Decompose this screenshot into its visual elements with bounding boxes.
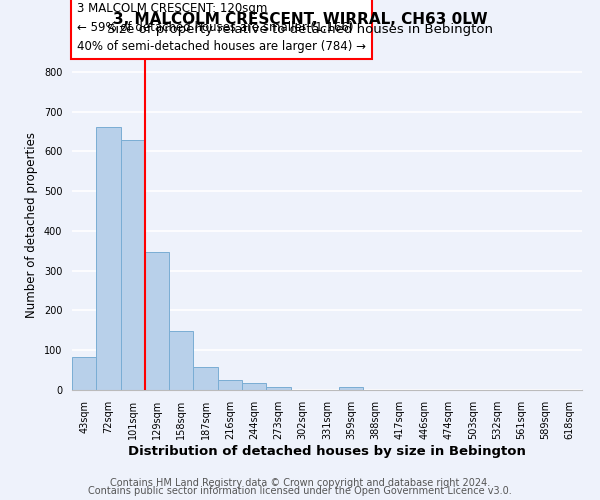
Bar [266, 387, 290, 390]
Bar [96, 127, 121, 390]
X-axis label: Distribution of detached houses by size in Bebington: Distribution of detached houses by size … [128, 444, 526, 458]
Bar [218, 380, 242, 390]
Text: Size of property relative to detached houses in Bebington: Size of property relative to detached ho… [107, 22, 493, 36]
Bar [145, 252, 169, 390]
Bar [193, 368, 218, 390]
Bar [339, 387, 364, 390]
Text: 3, MALCOLM CRESCENT, WIRRAL, CH63 0LW: 3, MALCOLM CRESCENT, WIRRAL, CH63 0LW [113, 12, 487, 28]
Bar [72, 358, 96, 390]
Text: 3 MALCOLM CRESCENT: 120sqm
← 59% of detached houses are smaller (1,166)
40% of s: 3 MALCOLM CRESCENT: 120sqm ← 59% of deta… [77, 2, 366, 54]
Bar [242, 383, 266, 390]
Y-axis label: Number of detached properties: Number of detached properties [25, 132, 38, 318]
Text: Contains public sector information licensed under the Open Government Licence v3: Contains public sector information licen… [88, 486, 512, 496]
Text: Contains HM Land Registry data © Crown copyright and database right 2024.: Contains HM Land Registry data © Crown c… [110, 478, 490, 488]
Bar [169, 331, 193, 390]
Bar [121, 140, 145, 390]
